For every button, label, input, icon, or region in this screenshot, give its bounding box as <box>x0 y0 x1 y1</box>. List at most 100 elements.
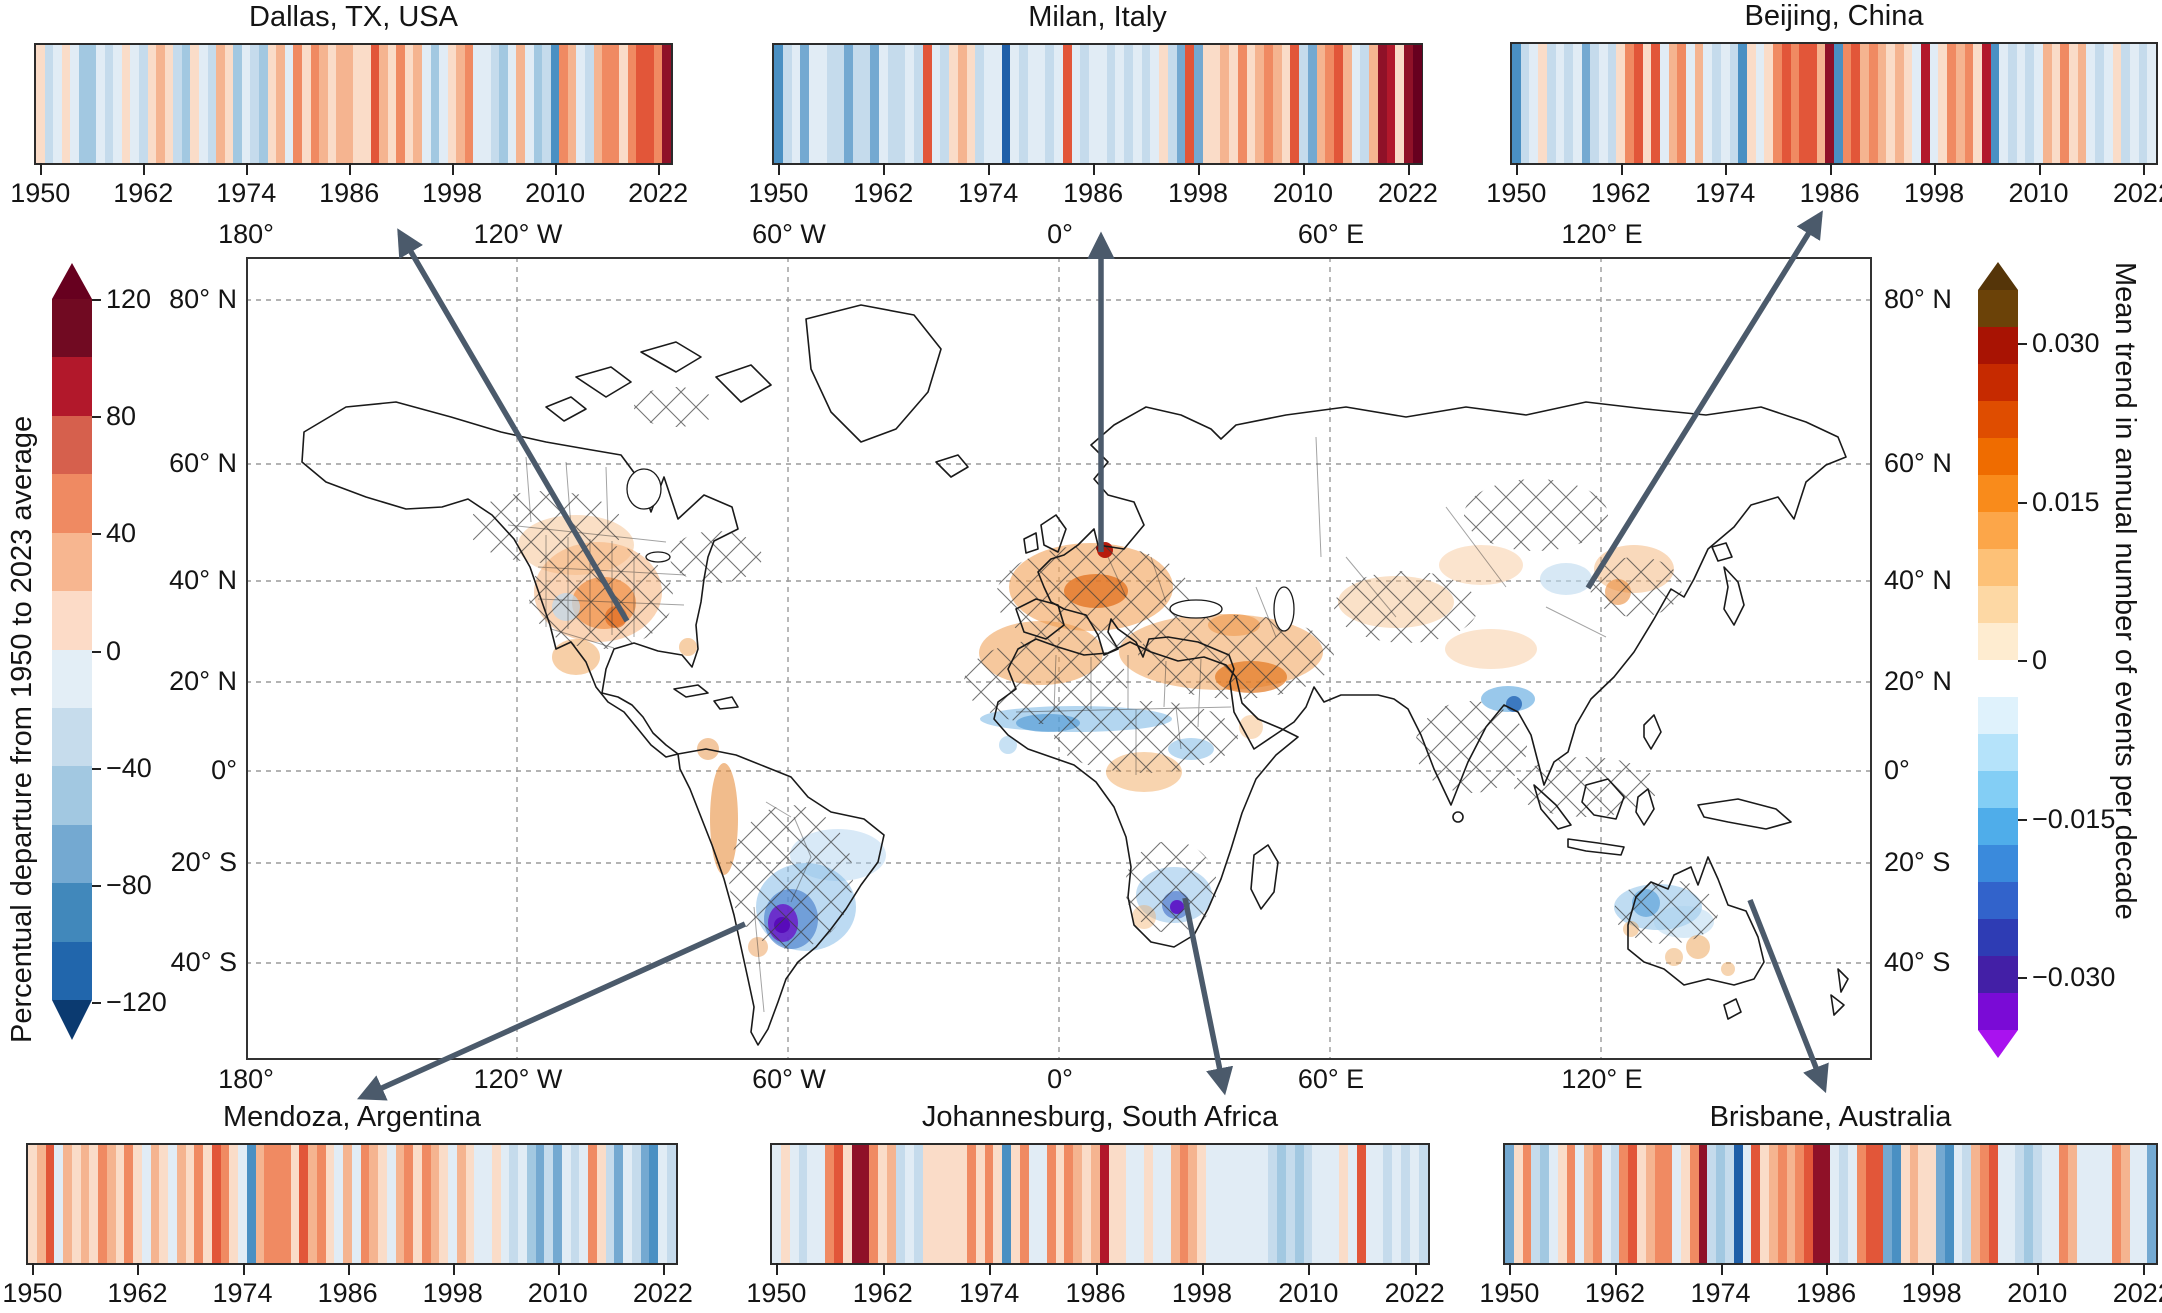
axis-tick <box>988 163 991 175</box>
colorbar-segment <box>1978 475 2018 512</box>
stripe-year <box>229 1145 238 1263</box>
lat-label: 60° N <box>1884 448 1952 478</box>
stripe-year <box>1894 44 1904 163</box>
stripe-year <box>2138 44 2148 163</box>
stripe-year <box>1599 44 1608 163</box>
axis-tick-label: 1950 <box>2 1278 63 1308</box>
stripe-year <box>1299 45 1308 163</box>
stripe-year <box>593 45 603 163</box>
colorbar-tick-label: −0.030 <box>2032 962 2116 993</box>
stripe-year <box>1062 45 1072 163</box>
stripes-panel-brisbane: Brisbane, Australia 1950 1962 1974 1986 1998… <box>1479 1101 2162 1308</box>
stripe-year <box>596 1145 606 1263</box>
stripe-year <box>1325 45 1334 163</box>
stripe-year <box>344 45 354 163</box>
stripe-year <box>772 1145 781 1263</box>
stripe-year <box>1546 44 1556 163</box>
stripe-year <box>782 45 792 163</box>
stripe-year <box>2059 1145 2068 1263</box>
stripe-year <box>1572 44 1582 163</box>
stripe-year <box>1001 45 1011 163</box>
stripe-year <box>1712 44 1721 163</box>
axis-tick <box>1516 163 1519 175</box>
stripe-year <box>1929 44 1939 163</box>
axis-tick-label: 1974 <box>212 1278 273 1308</box>
stripe-year <box>1126 1145 1136 1263</box>
stripe-year <box>1799 44 1808 163</box>
stripe-year <box>290 1145 300 1263</box>
stripe-year <box>602 45 611 163</box>
stripe-year <box>490 45 500 163</box>
axis-tick-label: 1998 <box>1171 1278 1232 1308</box>
stripe-year <box>524 45 534 163</box>
axis-tick-label: 1962 <box>107 1278 168 1308</box>
lat-label: 20° N <box>169 666 237 696</box>
stripe-year <box>36 1145 46 1263</box>
stripe-year <box>1505 1145 1514 1263</box>
colorbar-segment <box>1978 882 2018 919</box>
stripe-year <box>89 1145 98 1263</box>
stripe-year <box>1223 1145 1233 1263</box>
lat-label: 0° <box>1884 755 1910 785</box>
stripe-year <box>181 45 191 163</box>
stripe-year <box>940 45 949 163</box>
stripe-year <box>1633 44 1643 163</box>
stripe-year <box>124 1145 133 1263</box>
stripe-year <box>896 45 906 163</box>
colorbar-segment <box>52 649 92 708</box>
stripe-year <box>1290 45 1299 163</box>
stripe-year <box>1795 1145 1805 1263</box>
stripe-year <box>104 45 114 163</box>
stripe-year <box>1860 44 1869 163</box>
colorbar-segment <box>52 941 92 1001</box>
stripe-year <box>1383 1145 1393 1263</box>
lat-label: 20° N <box>1884 666 1952 696</box>
panel-title-johannesburg: Johannesburg, South Africa <box>921 1101 1279 1133</box>
stripe-year <box>1259 1145 1269 1263</box>
stripe-year <box>1132 45 1142 163</box>
axis-tick-label: 1986 <box>1063 178 1124 208</box>
stripe-year <box>1619 1145 1629 1263</box>
stripe-year <box>1724 1145 1734 1263</box>
stripe-year <box>1246 45 1256 163</box>
stripe-year <box>220 1145 230 1263</box>
colorbar-tick-label: 0.015 <box>2032 486 2100 517</box>
stripe-year <box>1020 1145 1029 1263</box>
stripe-year <box>1564 44 1573 163</box>
axis-tick <box>32 1263 35 1275</box>
axis-tick-label: 2010 <box>527 1278 588 1308</box>
stripe-year <box>1520 44 1530 163</box>
stripe-year <box>147 45 157 163</box>
axis-tick <box>1725 163 1728 175</box>
stripe-year <box>1150 45 1159 163</box>
axis-tick <box>1931 1263 1934 1275</box>
axis-tick <box>882 1263 885 1275</box>
stripe-year <box>809 45 818 163</box>
stripe-year <box>168 1145 177 1263</box>
stripe-year <box>774 45 783 163</box>
stripe-year <box>816 1145 826 1263</box>
axis-tick <box>555 163 558 175</box>
stripe-year <box>1294 1145 1304 1263</box>
stripe-year <box>1540 1145 1549 1263</box>
stripe-year <box>835 45 844 163</box>
stripe-year <box>1947 44 1956 163</box>
stripe-year <box>1360 45 1369 163</box>
stripes-panel-milan: Milan, Italy 1950 1962 1974 1986 1998 2010 202… <box>748 1 1438 208</box>
stripe-year <box>619 45 628 163</box>
stripe-year <box>1868 44 1878 163</box>
stripe-year <box>870 45 879 163</box>
stripe-year <box>395 1145 405 1263</box>
colorbar-segment <box>1978 919 2018 956</box>
stripe-year <box>439 45 448 163</box>
stripe-year <box>1513 1145 1523 1263</box>
stripe-year <box>1807 44 1817 163</box>
stripe-year <box>198 45 208 163</box>
stripe-year <box>1365 1145 1375 1263</box>
stripe-year <box>334 1145 343 1263</box>
lon-label: 120° E <box>1561 219 1643 249</box>
stripe-year <box>1834 44 1843 163</box>
axis-tick <box>989 1263 992 1275</box>
stripe-year <box>1285 1145 1295 1263</box>
stripe-year <box>2060 44 2069 163</box>
